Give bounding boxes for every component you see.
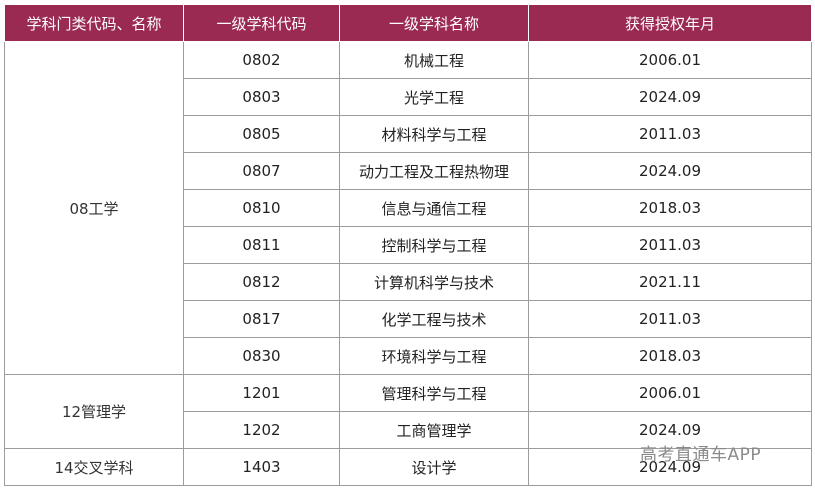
date-cell: 2024.09 <box>528 448 812 486</box>
code-cell: 0817 <box>183 300 340 338</box>
table-header: 学科门类代码、名称 一级学科代码 一级学科名称 获得授权年月 <box>4 4 812 42</box>
name-cell: 设计学 <box>339 448 529 486</box>
date-cell: 2011.03 <box>528 115 812 153</box>
category-cell: 14交叉学科 <box>4 448 184 486</box>
table-row: 0812 计算机科学与技术 2021.11 <box>5 263 812 301</box>
date-cell: 2024.09 <box>528 411 812 449</box>
name-cell: 计算机科学与技术 <box>339 263 529 301</box>
category-cell: 12管理学 <box>4 374 184 449</box>
name-cell: 工商管理学 <box>339 411 529 449</box>
name-cell: 光学工程 <box>339 78 529 116</box>
name-cell: 机械工程 <box>339 41 529 79</box>
header-date: 获得授权年月 <box>528 4 812 42</box>
code-cell: 1403 <box>183 448 340 486</box>
date-cell: 2006.01 <box>528 41 812 79</box>
code-cell: 0803 <box>183 78 340 116</box>
name-cell: 信息与通信工程 <box>339 189 529 227</box>
date-cell: 2006.01 <box>528 374 812 412</box>
table-row: 0807 动力工程及工程热物理 2024.09 <box>5 152 812 190</box>
code-cell: 0830 <box>183 337 340 375</box>
date-cell: 2011.03 <box>528 300 812 338</box>
table-row: 0817 化学工程与技术 2011.03 <box>5 300 812 338</box>
header-code: 一级学科代码 <box>183 4 340 42</box>
table-row: 0803 光学工程 2024.09 <box>5 78 812 116</box>
code-cell: 0807 <box>183 152 340 190</box>
discipline-table: 学科门类代码、名称 一级学科代码 一级学科名称 获得授权年月 08工学 0802… <box>4 4 812 486</box>
name-cell: 动力工程及工程热物理 <box>339 152 529 190</box>
name-cell: 化学工程与技术 <box>339 300 529 338</box>
table-row: 0811 控制科学与工程 2011.03 <box>5 226 812 264</box>
code-cell: 0812 <box>183 263 340 301</box>
watermark: 高考直通车APP <box>640 445 762 465</box>
date-cell: 2024.09 <box>528 152 812 190</box>
date-cell: 2024.09 <box>528 78 812 116</box>
table-row: 1202 工商管理学 2024.09 <box>5 411 812 449</box>
code-cell: 1202 <box>183 411 340 449</box>
code-cell: 0805 <box>183 115 340 153</box>
name-cell: 管理科学与工程 <box>339 374 529 412</box>
header-name: 一级学科名称 <box>339 4 529 42</box>
code-cell: 1201 <box>183 374 340 412</box>
name-cell: 材料科学与工程 <box>339 115 529 153</box>
table-container: 学科门类代码、名称 一级学科代码 一级学科名称 获得授权年月 08工学 0802… <box>4 4 812 486</box>
name-cell: 控制科学与工程 <box>339 226 529 264</box>
name-cell: 环境科学与工程 <box>339 337 529 375</box>
table-row: 0805 材料科学与工程 2011.03 <box>5 115 812 153</box>
date-cell: 2021.11 <box>528 263 812 301</box>
code-cell: 0811 <box>183 226 340 264</box>
date-cell: 2018.03 <box>528 337 812 375</box>
code-cell: 0810 <box>183 189 340 227</box>
table-row: 0830 环境科学与工程 2018.03 <box>5 337 812 375</box>
table-row: 08工学 0802 机械工程 2006.01 <box>4 41 812 375</box>
table-row: 12管理学 1201 管理科学与工程 2006.01 <box>4 374 812 449</box>
header-category: 学科门类代码、名称 <box>4 4 184 42</box>
table-row: 14交叉学科 1403 设计学 2024.09 <box>4 448 812 486</box>
category-cell: 08工学 <box>4 41 184 375</box>
code-cell: 0802 <box>183 41 340 79</box>
table-body: 08工学 0802 机械工程 2006.01 0803 光学工程 2024.09… <box>4 41 812 486</box>
date-cell: 2018.03 <box>528 189 812 227</box>
table-row: 0810 信息与通信工程 2018.03 <box>5 189 812 227</box>
date-cell: 2011.03 <box>528 226 812 264</box>
header-row: 学科门类代码、名称 一级学科代码 一级学科名称 获得授权年月 <box>4 4 812 42</box>
